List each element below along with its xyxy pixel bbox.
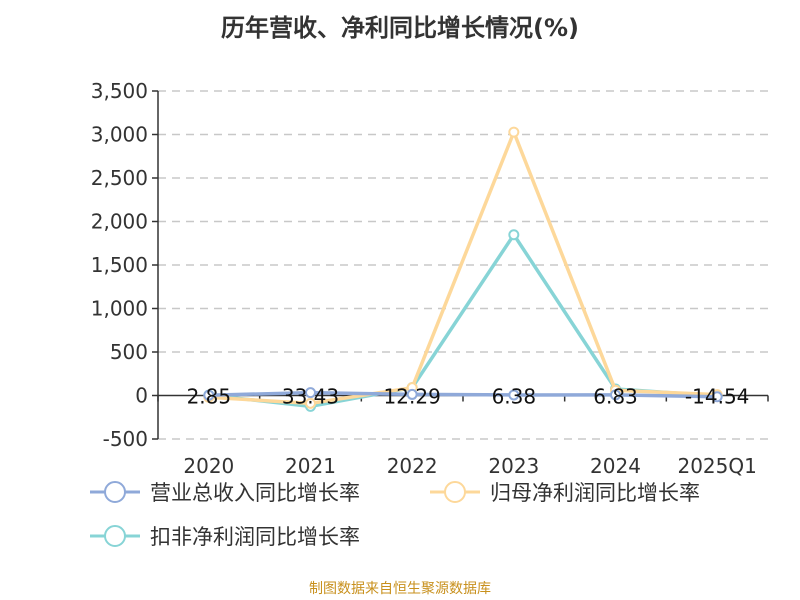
series-line [208,390,718,399]
data-point [508,389,520,401]
data-label: 12.29 [384,385,441,409]
data-point [508,229,520,241]
data-point [711,391,723,403]
data-label: 2.85 [187,385,232,409]
x-tick-label: 2023 [488,454,539,478]
series-line [208,127,718,406]
legend-label: 扣非净利润同比增长率 [150,525,360,549]
y-tick-label: 0 [135,384,148,408]
source-note: 制图数据来自恒生聚源数据库 [309,581,491,597]
y-tick-label: 1,500 [91,253,148,277]
data-point [305,397,316,409]
data-label: -14.54 [685,385,749,409]
y-tick-label: 3,000 [91,123,148,147]
x-tick-label: 2022 [387,454,438,478]
x-tick-label: 2025Q1 [677,454,756,478]
y-tick-label: 2,000 [91,210,148,234]
data-label: 6.83 [593,385,638,409]
data-label: 33.43 [282,385,339,409]
chart-title: 历年营收、净利同比增长情况(%) [221,14,579,42]
data-point [203,389,215,401]
legend-label: 归母净利润同比增长率 [490,481,700,505]
x-tick-label: 2024 [590,454,641,478]
legend-marker [104,525,126,547]
legend-marker [444,481,466,503]
data-point [610,389,621,401]
x-tick-label: 2021 [285,454,336,478]
legend-marker [104,481,126,503]
y-tick-label: 3,500 [91,79,148,103]
legend-label: 营业总收入同比增长率 [150,481,360,505]
y-tick-label: 2,500 [91,166,148,190]
data-point [406,388,418,400]
x-tick-label: 2020 [183,454,234,478]
y-tick-label: 1,000 [91,297,148,321]
data-label: 6.38 [492,385,537,409]
data-point [508,126,520,138]
y-tick-label: -500 [103,427,148,451]
data-point [305,387,316,399]
y-tick-label: 500 [110,340,148,364]
